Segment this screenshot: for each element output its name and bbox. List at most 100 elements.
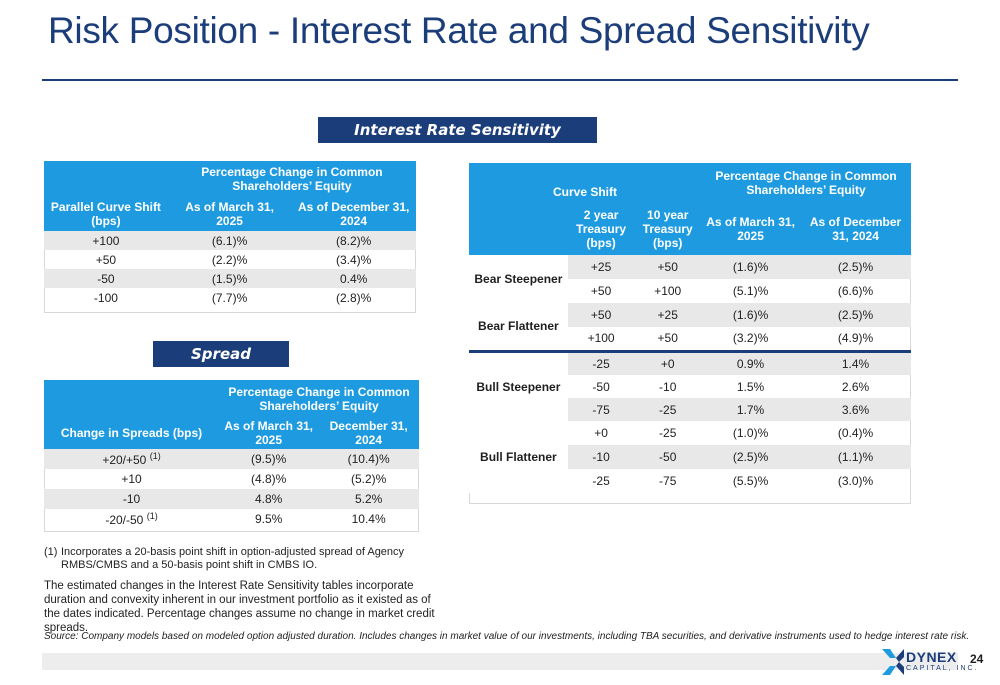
y2-cell: -50 [592, 379, 610, 394]
y2-cell: +50 [590, 284, 612, 298]
source-note: Source: Company models based on modeled … [44, 631, 970, 642]
logo-mark-icon [882, 649, 904, 675]
parallel-col-mar: As of March 31, 2025 [167, 196, 292, 231]
mar-cell: (1.6)% [701, 303, 801, 327]
mar-cell: (5.5)% [732, 474, 769, 488]
y10-cell: -25 [659, 426, 677, 440]
parallel-col-shift: Parallel Curve Shift (bps) [44, 196, 168, 231]
y2-cell: +50 [567, 303, 635, 327]
dec-cell: 2.6% [841, 379, 870, 394]
table-row: +100 +50 (3.2)% (4.9)% [469, 327, 911, 351]
dec-cell: (4.9)% [837, 331, 874, 346]
shift-cell: +50 [95, 252, 117, 267]
table-row: Bull Flattener +0 -25 (1.0)% (0.4)% [469, 421, 911, 493]
dec-cell: 3.6% [800, 398, 911, 421]
parallel-col-dec: As of December 31, 2024 [291, 196, 416, 231]
table-row: Bull Steepener -25 +0 0.9% 1.4% [469, 349, 911, 421]
header-blank [44, 380, 220, 417]
y10-cell: +25 [634, 303, 702, 327]
curve-col-10y: 10 year Treasury (bps) [634, 203, 702, 255]
change-text: -20/-50 [105, 513, 144, 527]
spread-col-dec: December 31, 2024 [318, 417, 419, 449]
table-row: +50 +100 (5.1)% (6.6)% [469, 279, 911, 303]
table-row: Bear Steepener +25 +50 (1.6)% (2.5)% [469, 255, 911, 303]
spread-sensitivity-table: Percentage Change in Common Shareholders… [44, 380, 419, 529]
interest-rate-banner: Interest Rate Sensitivity [318, 117, 597, 143]
footnote-ref: (1) [149, 451, 161, 461]
mar-cell: (9.5)% [219, 449, 319, 469]
page-title: Risk Position - Interest Rate and Spread… [48, 10, 870, 51]
spread-col-change: Change in Spreads (bps) [44, 417, 220, 449]
y2-cell: -75 [567, 398, 635, 421]
curve-col-curve-shift: Curve Shift [469, 163, 702, 203]
dec-cell: (2.5)% [800, 255, 911, 279]
y10-cell: +50 [634, 255, 702, 279]
footnote-ref: (1) [146, 511, 158, 521]
mar-cell: 9.5% [254, 512, 283, 526]
curve-col-mar: As of March 31, 2025 [701, 203, 801, 255]
table-row: -100 (7.7)% (2.8)% [44, 288, 416, 307]
table-row: +10 (4.8)% (5.2)% [44, 469, 419, 489]
group-bear-flattener: Bear Flattener [469, 303, 568, 351]
y2-cell: +100 [587, 331, 615, 346]
spread-header-group: Percentage Change in Common Shareholders… [219, 380, 419, 417]
mar-cell: 1.7% [701, 398, 801, 421]
dec-cell: 0.4% [291, 269, 416, 288]
y2-cell: +25 [567, 255, 635, 279]
dec-cell: (2.8)% [335, 290, 372, 305]
mar-cell: (6.1)% [167, 231, 292, 250]
shift-cell: -50 [44, 269, 168, 288]
table-row: +20/+50 (1) (9.5)% (10.4)% [44, 449, 419, 469]
dec-cell: (6.6)% [837, 284, 874, 298]
y10-cell: +100 [654, 284, 682, 298]
dec-cell: 10.4% [351, 512, 386, 526]
mar-cell: (3.2)% [732, 331, 769, 346]
page-number: 24 [970, 652, 984, 666]
mar-cell: (1.6)% [701, 255, 801, 279]
mar-cell: 0.9% [701, 349, 801, 375]
spread-banner: Spread Sensitivity [153, 341, 289, 389]
change-cell: -10 [44, 489, 220, 509]
curve-shift-table: Curve Shift Percentage Change in Common … [469, 163, 911, 493]
curve-col-dec: As of December 31, 2024 [800, 203, 911, 255]
dec-cell: (3.4)% [335, 252, 372, 267]
change-text: +20/+50 [102, 453, 147, 467]
mar-cell: (1.0)% [732, 426, 769, 440]
mar-cell: 1.5% [736, 379, 765, 394]
dec-cell: (10.4)% [318, 449, 419, 469]
change-cell: +20/+50 (1) [44, 449, 220, 469]
dec-cell: (1.1)% [800, 445, 911, 469]
parallel-header-group: Percentage Change in Common Shareholders… [167, 161, 416, 196]
dec-cell: 5.2% [318, 489, 419, 509]
shift-cell: -100 [93, 290, 118, 305]
table-row: -75 -25 1.7% 3.6% [469, 398, 911, 421]
footnote-number: (1) [44, 546, 58, 558]
dec-cell: (2.5)% [800, 303, 911, 327]
header-blank [44, 161, 168, 196]
group-bull-steepener: Bull Steepener [469, 349, 568, 421]
y10-cell: +0 [634, 349, 702, 375]
footnote-text: Incorporates a 20-basis point shift in o… [61, 546, 405, 571]
group-bear-steepener: Bear Steepener [469, 255, 568, 303]
table-row: -10 -50 (2.5)% (1.1)% [469, 445, 911, 469]
change-cell: +10 [121, 472, 142, 486]
y10-cell: -25 [634, 398, 702, 421]
dec-cell: (0.4)% [837, 426, 874, 440]
mar-cell: (1.5)% [167, 269, 292, 288]
y10-cell: -10 [659, 379, 677, 394]
y10-cell: -75 [659, 474, 677, 488]
y2-cell: +0 [594, 426, 608, 440]
parallel-shift-table: Percentage Change in Common Shareholders… [44, 161, 416, 307]
dec-cell: (8.2)% [291, 231, 416, 250]
mar-cell: (5.1)% [732, 284, 769, 298]
table-row: -50 (1.5)% 0.4% [44, 269, 416, 288]
shift-cell: +100 [44, 231, 168, 250]
y10-cell: +50 [657, 331, 678, 346]
title-divider [42, 79, 958, 81]
y2-cell: -25 [592, 474, 610, 488]
group-bull-flattener: Bull Flattener [469, 421, 568, 493]
table-row: -20/-50 (1) 9.5% 10.4% [44, 509, 419, 529]
dec-cell: 1.4% [800, 349, 911, 375]
dynex-logo: DYNEX CAPITAL, INC. [882, 647, 977, 677]
dec-cell: (3.0)% [837, 474, 874, 488]
